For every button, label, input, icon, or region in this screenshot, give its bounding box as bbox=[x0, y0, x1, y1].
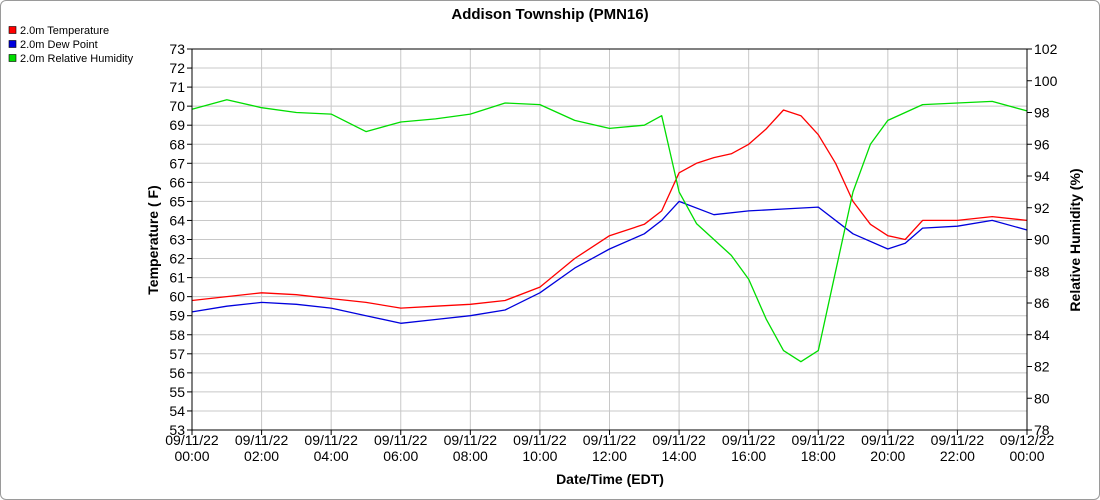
y2-tick-label: 100 bbox=[1034, 73, 1058, 89]
x-axis: 09/11/2200:0009/11/2202:0009/11/2204:000… bbox=[165, 430, 1054, 464]
x-tick-time: 10:00 bbox=[522, 448, 557, 464]
y-tick-label: 56 bbox=[169, 365, 185, 381]
legend-label: 2.0m Relative Humidity bbox=[20, 53, 134, 65]
y-tick-label: 59 bbox=[169, 308, 185, 324]
x-tick-time: 00:00 bbox=[1009, 448, 1044, 464]
y2-tick-label: 88 bbox=[1034, 263, 1050, 279]
y-axis-left: 53 54 55 56 57 58 59 60 61 62 63 64 65 66 67 68 69 70 71 72… bbox=[169, 41, 192, 438]
legend-label: 2.0m Dew Point bbox=[20, 39, 98, 51]
y2-tick-label: 92 bbox=[1034, 200, 1050, 216]
x-tick-time: 20:00 bbox=[870, 448, 905, 464]
y-axis-title: Temperature ( F) bbox=[145, 185, 161, 294]
x-tick-time: 00:00 bbox=[174, 448, 209, 464]
y-tick-label: 61 bbox=[169, 270, 185, 286]
y2-tick-label: 78 bbox=[1034, 422, 1050, 438]
y2-tick-label: 82 bbox=[1034, 359, 1050, 375]
y-tick-label: 60 bbox=[169, 289, 185, 305]
x-tick-date: 09/12/22 bbox=[1000, 432, 1055, 448]
legend-swatch bbox=[8, 40, 17, 48]
x-tick-date: 09/11/22 bbox=[792, 432, 846, 448]
x-tick-time: 14:00 bbox=[662, 448, 697, 464]
legend: 2.0m Temperature 2.0m Dew Point 2.0m Relat… bbox=[8, 25, 134, 65]
y2-tick-label: 86 bbox=[1034, 295, 1050, 311]
y-tick-label: 57 bbox=[169, 346, 185, 362]
x-tick-time: 08:00 bbox=[453, 448, 488, 464]
grid bbox=[191, 48, 1028, 431]
y2-tick-label: 98 bbox=[1034, 105, 1050, 121]
x-tick-date: 09/11/22 bbox=[513, 432, 567, 448]
x-tick-time: 02:00 bbox=[244, 448, 279, 464]
x-tick-time: 12:00 bbox=[592, 448, 627, 464]
x-tick-date: 09/11/22 bbox=[722, 432, 776, 448]
x-tick-date: 09/11/22 bbox=[374, 432, 428, 448]
y-tick-label: 71 bbox=[169, 79, 185, 95]
y-tick-label: 55 bbox=[169, 384, 185, 400]
legend-label: 2.0m Temperature bbox=[20, 25, 109, 37]
y-tick-label: 69 bbox=[169, 117, 185, 133]
y2-tick-label: 84 bbox=[1034, 327, 1050, 343]
y-tick-label: 65 bbox=[169, 193, 185, 209]
y2-tick-label: 80 bbox=[1034, 390, 1050, 406]
series-layer bbox=[191, 99, 1028, 363]
y-tick-label: 53 bbox=[169, 422, 185, 438]
y2-axis-title: Relative Humidity (%) bbox=[1067, 168, 1083, 311]
x-tick-date: 09/11/22 bbox=[652, 432, 706, 448]
series-line-2 bbox=[191, 99, 1028, 363]
y-tick-label: 54 bbox=[169, 403, 185, 419]
y-tick-label: 58 bbox=[169, 327, 185, 343]
x-tick-time: 06:00 bbox=[383, 448, 418, 464]
x-axis-title: Date/Time (EDT) bbox=[556, 471, 664, 487]
x-tick-time: 18:00 bbox=[801, 448, 836, 464]
y-tick-label: 72 bbox=[169, 60, 185, 76]
y-tick-label: 67 bbox=[169, 155, 185, 171]
x-tick-date: 09/11/22 bbox=[235, 432, 289, 448]
legend-swatch bbox=[8, 26, 17, 34]
y-tick-label: 66 bbox=[169, 174, 185, 190]
x-tick-time: 16:00 bbox=[731, 448, 766, 464]
x-tick-time: 22:00 bbox=[940, 448, 975, 464]
x-tick-time: 04:00 bbox=[314, 448, 349, 464]
chart-title: Addison Township (PMN16) bbox=[451, 6, 648, 23]
x-tick-date: 09/11/22 bbox=[304, 432, 358, 448]
y-tick-label: 64 bbox=[169, 212, 185, 228]
legend-swatch bbox=[8, 54, 17, 62]
y2-tick-label: 90 bbox=[1034, 232, 1050, 248]
series-line-0 bbox=[191, 109, 1028, 309]
y-tick-label: 62 bbox=[169, 251, 185, 267]
y-tick-label: 73 bbox=[169, 41, 185, 57]
x-tick-date: 09/11/22 bbox=[931, 432, 985, 448]
x-tick-date: 09/11/22 bbox=[165, 432, 219, 448]
x-tick-date: 09/11/22 bbox=[444, 432, 498, 448]
y-tick-label: 70 bbox=[169, 98, 185, 114]
y2-tick-label: 94 bbox=[1034, 168, 1050, 184]
y-tick-label: 63 bbox=[169, 232, 185, 248]
x-tick-date: 09/11/22 bbox=[583, 432, 637, 448]
y2-tick-label: 102 bbox=[1034, 41, 1058, 57]
series-line-1 bbox=[191, 200, 1028, 324]
y-tick-label: 68 bbox=[169, 136, 185, 152]
y-axis-right: 78 80 82 84 86 88 90 92 94 96 98 100 102 bbox=[1027, 41, 1058, 438]
y2-tick-label: 96 bbox=[1034, 136, 1050, 152]
x-tick-date: 09/11/22 bbox=[861, 432, 915, 448]
